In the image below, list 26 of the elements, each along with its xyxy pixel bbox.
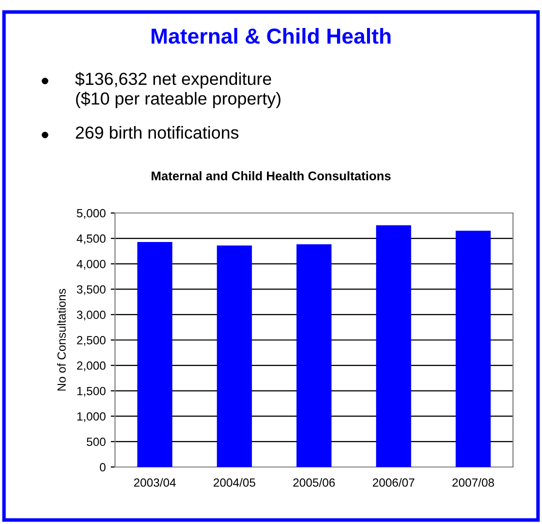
bar	[376, 225, 412, 467]
chart-title: Maternal & Child Health	[152, 28, 390, 44]
bar	[216, 246, 252, 467]
y-tick-label: 4,000	[76, 260, 106, 270]
x-tick-label: 2007/08	[452, 478, 494, 487]
y-tick-label: 1,000	[77, 412, 106, 422]
bar	[456, 230, 491, 467]
y-tick-label: 1,500	[77, 386, 106, 397]
y-tick-label: 2,000	[77, 361, 106, 372]
y-axis-title: No of Consultations	[57, 288, 66, 391]
y-tick-label: 4,500	[76, 234, 106, 244]
bar	[296, 244, 332, 467]
y-tick-label: 3,500	[76, 285, 106, 295]
x-tick-label: 2006/07	[372, 478, 414, 487]
x-tick-label: 2003/04	[134, 478, 176, 487]
bar	[137, 242, 172, 467]
text: $136,632 net expenditure ($10 per rateable property)	[75, 72, 280, 108]
y-tick-label: 0	[100, 463, 106, 472]
text: 269 birth notifications	[76, 126, 238, 139]
x-tick-label: 2005/06	[293, 478, 335, 487]
chart-subtitle: Maternal and Child Health Consultations	[152, 171, 391, 180]
y-tick-label: 5,000	[76, 209, 106, 219]
y-tick-label: 3,000	[76, 310, 106, 320]
x-tick-label: 2004/05	[214, 478, 256, 487]
y-tick-label: 2,500	[77, 336, 106, 346]
y-tick-label: 500	[86, 438, 106, 446]
